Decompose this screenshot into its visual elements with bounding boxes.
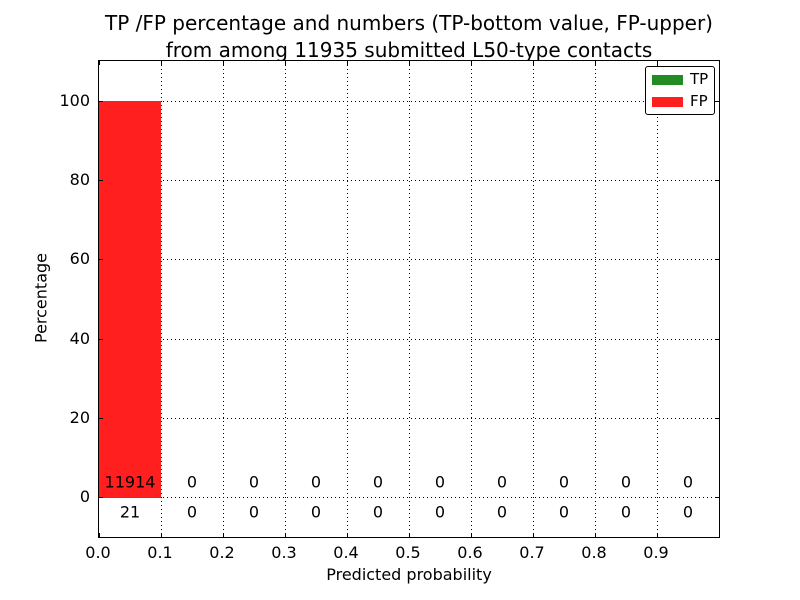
x-gridline: [161, 61, 162, 537]
x-tick-mark: [533, 533, 534, 537]
plot-area: 21 0 0 0 0 0 0 0 0 0 11914 0 0 0 0 0 0 0 0 0: [98, 60, 720, 538]
x-tick-mark-top: [471, 61, 472, 65]
bar-tp: [99, 496, 161, 498]
chart-title: TP /FP percentage and numbers (TP-bottom…: [105, 10, 713, 64]
legend-swatch-fp: [652, 96, 683, 107]
x-tick-label: 0.1: [147, 543, 173, 562]
x-tick-mark-top: [99, 61, 100, 65]
y-tick-mark-right: [715, 497, 719, 499]
chart-title-line2: from among 11935 submitted L50-type cont…: [165, 38, 653, 62]
x-gridline: [595, 61, 596, 537]
x-tick-mark: [657, 533, 658, 537]
x-gridline: [285, 61, 286, 537]
x-tick-mark: [409, 533, 410, 537]
x-tick-mark-top: [595, 61, 596, 65]
x-tick-label: 0.0: [85, 543, 111, 562]
x-tick-mark: [161, 533, 162, 537]
chart-title-line1: TP /FP percentage and numbers (TP-bottom…: [105, 11, 713, 35]
x-gridline: [409, 61, 410, 537]
tp-count-label: 0: [558, 502, 570, 522]
legend-label-tp: TP: [690, 70, 709, 88]
x-tick-mark-top: [409, 61, 410, 65]
x-tick-mark-top: [347, 61, 348, 65]
x-tick-label: 0.9: [643, 543, 669, 562]
y-tick-mark: [99, 100, 103, 102]
x-tick-label: 0.4: [333, 543, 359, 562]
fp-count-label: 11914: [104, 472, 156, 492]
fp-count-label: 0: [496, 472, 508, 492]
y-tick-mark-right: [715, 180, 719, 181]
legend-swatch-tp: [652, 74, 683, 85]
x-tick-label: 0.8: [581, 543, 607, 562]
fp-count-label: 0: [310, 472, 322, 492]
fp-count-label: 0: [620, 472, 632, 492]
x-tick-label: 0.2: [209, 543, 235, 562]
x-tick-mark: [99, 533, 100, 537]
y-tick-label: 60: [69, 249, 90, 269]
tp-count-label: 21: [119, 502, 141, 522]
fp-count-label: 0: [682, 472, 694, 492]
x-tick-mark-top: [657, 61, 658, 65]
x-tick-label: 0.6: [457, 543, 483, 562]
tp-count-label: 0: [496, 502, 508, 522]
y-tick-label: 40: [69, 328, 90, 348]
x-tick-mark: [223, 533, 224, 537]
x-tick-label: 0.7: [519, 543, 545, 562]
tp-count-label: 0: [620, 502, 632, 522]
x-tick-mark: [595, 533, 596, 537]
tp-count-label: 0: [682, 502, 694, 522]
y-tick-label: 100: [59, 90, 90, 110]
x-tick-mark: [347, 533, 348, 537]
tp-count-label: 0: [310, 502, 322, 522]
x-gridline: [533, 61, 534, 537]
fp-count-label: 0: [558, 472, 570, 492]
x-tick-mark-top: [285, 61, 286, 65]
y-tick-mark-right: [715, 259, 719, 261]
y-tick-mark: [99, 497, 103, 499]
x-tick-mark-top: [161, 61, 162, 65]
legend-item-tp: TP: [652, 72, 708, 87]
fp-count-label: 0: [372, 472, 384, 492]
x-gridline: [347, 61, 348, 537]
x-tick-label: 0.3: [271, 543, 297, 562]
tp-count-label: 0: [248, 502, 260, 522]
bar-fp: [99, 100, 161, 497]
y-tick-mark-right: [715, 338, 719, 340]
legend-item-fp: FP: [652, 94, 708, 109]
x-gridline: [471, 61, 472, 537]
legend: TP FP: [645, 66, 715, 115]
x-tick-label: 0.5: [395, 543, 421, 562]
y-tick-mark-right: [715, 100, 719, 102]
tp-count-label: 0: [434, 502, 446, 522]
y-tick-label: 20: [69, 408, 90, 427]
fp-count-label: 0: [434, 472, 446, 492]
y-tick-mark: [99, 338, 103, 340]
x-tick-mark: [471, 533, 472, 537]
y-tick-mark: [99, 418, 103, 419]
y-tick-mark: [99, 180, 103, 181]
legend-label-fp: FP: [690, 92, 708, 110]
y-tick-label: 0: [79, 487, 90, 507]
fp-count-label: 0: [248, 472, 260, 492]
y-tick-mark: [99, 259, 103, 261]
x-axis-label: Predicted probability: [326, 565, 492, 584]
tp-count-label: 0: [372, 502, 384, 522]
y-tick-mark-right: [715, 418, 719, 419]
x-tick-mark: [285, 533, 286, 537]
tp-count-label: 0: [186, 502, 198, 522]
x-gridline: [657, 61, 658, 537]
fp-count-label: 0: [186, 472, 198, 492]
x-tick-mark-top: [223, 61, 224, 65]
x-gridline: [223, 61, 224, 537]
x-tick-mark-top: [533, 61, 534, 65]
y-tick-label: 80: [69, 170, 90, 189]
